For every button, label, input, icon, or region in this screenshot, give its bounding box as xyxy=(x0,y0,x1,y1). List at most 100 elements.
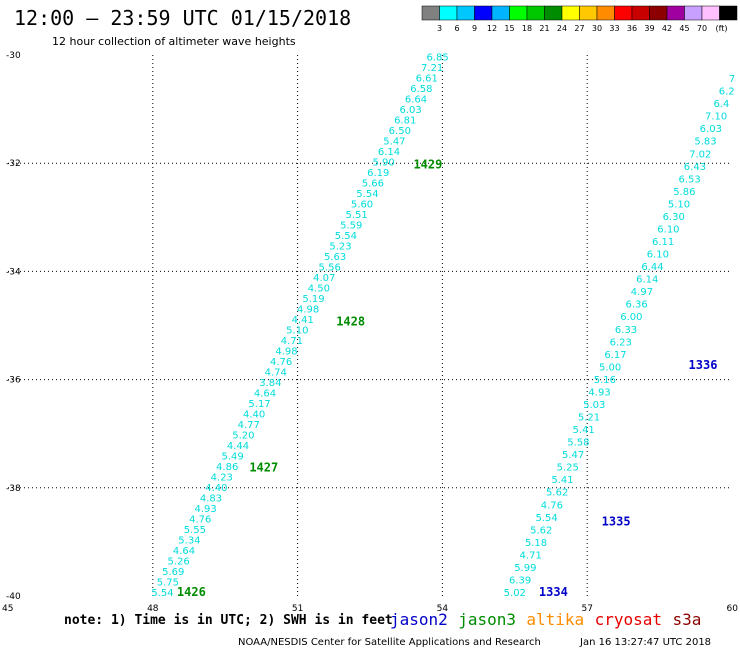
swh-value: 6.14 xyxy=(636,275,658,286)
satellite-legend-item: altika xyxy=(526,610,584,629)
color-scale-label: 36 xyxy=(627,24,637,33)
pass-number-label: 1335 xyxy=(602,515,631,529)
y-tick-label: -38 xyxy=(6,484,21,494)
swh-value: 6.50 xyxy=(389,126,411,137)
swh-value: 4.71 xyxy=(281,336,303,347)
swh-value: 4.64 xyxy=(173,546,195,557)
color-swatch xyxy=(561,5,580,21)
color-swatch xyxy=(631,5,650,21)
swh-value: 5.41 xyxy=(551,475,573,486)
swh-value: 4.44 xyxy=(227,441,249,452)
swh-value: 5.10 xyxy=(668,199,690,210)
swh-value: 6.85 xyxy=(426,52,448,63)
pass-number-label: 1336 xyxy=(689,358,718,372)
swh-value: 4.41 xyxy=(292,315,314,326)
x-tick-label: 60 xyxy=(727,604,739,614)
footer-timestamp: Jan 16 13:27:47 UTC 2018 xyxy=(579,637,711,648)
chart-subtitle: 12 hour collection of altimeter wave hei… xyxy=(52,35,296,48)
swh-value: 5.00 xyxy=(599,362,621,373)
swh-value: 5.83 xyxy=(694,137,716,148)
color-scale-label: 30 xyxy=(592,24,602,33)
swh-value: 6.2 xyxy=(719,87,735,98)
unit-note: note: 1) Time is in UTC; 2) SWH is in fe… xyxy=(64,613,393,628)
color-swatch xyxy=(579,5,598,21)
swh-value: 3.84 xyxy=(259,378,281,389)
satellite-legend-item: cryosat xyxy=(595,610,662,629)
pass-number-label: 1334 xyxy=(539,585,568,599)
swh-value: 4.86 xyxy=(216,462,238,473)
color-swatch xyxy=(614,5,633,21)
color-swatch xyxy=(491,5,510,21)
y-tick-label: -34 xyxy=(6,267,21,277)
color-scale-label: 24 xyxy=(557,24,567,33)
swh-value: 5.60 xyxy=(351,199,373,210)
swh-value: 6.14 xyxy=(378,147,400,158)
swh-value: 6.30 xyxy=(663,212,685,223)
swh-value: 4.83 xyxy=(200,493,222,504)
swh-value: 6.53 xyxy=(678,174,700,185)
swh-value: 6.17 xyxy=(604,350,626,361)
swh-value: 4.76 xyxy=(541,500,563,511)
y-tick-label: -32 xyxy=(6,159,21,169)
x-tick-label: 54 xyxy=(437,604,449,614)
color-scale-label: 70 xyxy=(697,24,707,33)
swh-value: 4.07 xyxy=(313,273,335,284)
swh-value: 6.11 xyxy=(652,237,674,248)
color-scale-label: 12 xyxy=(487,24,497,33)
swh-value: 5.21 xyxy=(578,413,600,424)
swh-value: 4.40 xyxy=(205,483,227,494)
x-tick-label: 45 xyxy=(2,604,13,614)
color-swatch xyxy=(701,5,720,21)
swh-value: 5.63 xyxy=(324,252,346,263)
color-scale-label: 33 xyxy=(609,24,619,33)
swh-value: 6.33 xyxy=(615,325,637,336)
x-tick-label: 51 xyxy=(292,604,303,614)
color-swatch xyxy=(421,5,440,21)
x-tick-label: 57 xyxy=(581,604,592,614)
swh-value: 6.81 xyxy=(394,115,416,126)
swh-value: 5.54 xyxy=(151,588,173,599)
swh-value: 4.97 xyxy=(631,287,653,298)
color-scale-label: 42 xyxy=(662,24,672,33)
swh-value: 5.66 xyxy=(362,178,384,189)
swh-value: 5.62 xyxy=(546,488,568,499)
swh-value: 6.10 xyxy=(657,224,679,235)
y-tick-label: -40 xyxy=(6,592,21,602)
swh-value: 5.55 xyxy=(184,525,206,536)
swh-value: 7.10 xyxy=(705,112,727,123)
swh-value: 5.19 xyxy=(302,294,324,305)
swh-value: 4.76 xyxy=(189,514,211,525)
swh-value: 6.61 xyxy=(416,73,438,84)
swh-value: 5.51 xyxy=(346,210,368,221)
color-scale-label: 3 xyxy=(437,24,442,33)
pass-number-label: 1427 xyxy=(249,461,278,475)
swh-value: 5.03 xyxy=(583,400,605,411)
swh-value: 5.20 xyxy=(232,430,254,441)
swh-value: 6.10 xyxy=(647,250,669,261)
color-swatch xyxy=(509,5,528,21)
swh-value: 5.54 xyxy=(356,189,378,200)
satellite-legend-item: jason3 xyxy=(458,610,516,629)
swh-value: 6.4 xyxy=(713,99,729,110)
swh-value: 5.75 xyxy=(157,577,179,588)
satellite-legend-item: s3a xyxy=(673,610,702,629)
swh-value: 4.77 xyxy=(238,420,260,431)
color-swatch xyxy=(649,5,668,21)
swh-value: 5.02 xyxy=(504,588,526,599)
swh-value: 5.69 xyxy=(162,567,184,578)
swh-value: 5.47 xyxy=(562,450,584,461)
color-swatch xyxy=(439,5,458,21)
swh-value: 5.86 xyxy=(673,187,695,198)
color-scale-label: 27 xyxy=(574,24,584,33)
y-tick-label: -30 xyxy=(6,51,21,61)
swh-value: 5.47 xyxy=(383,136,405,147)
chart-title: 12:00 – 23:59 UTC 01/15/2018 xyxy=(14,6,351,30)
color-swatch xyxy=(474,5,493,21)
color-swatch xyxy=(526,5,545,21)
swh-value: 5.23 xyxy=(329,241,351,252)
swh-value: 6.23 xyxy=(610,337,632,348)
axis-ticks: -30 -32 -34 -36 -38 -40 45 48 51 54 57 60 xyxy=(2,51,738,614)
swh-value: 6.03 xyxy=(399,105,421,116)
swh-value: 5.49 xyxy=(221,451,243,462)
swh-value: 5.54 xyxy=(535,513,557,524)
